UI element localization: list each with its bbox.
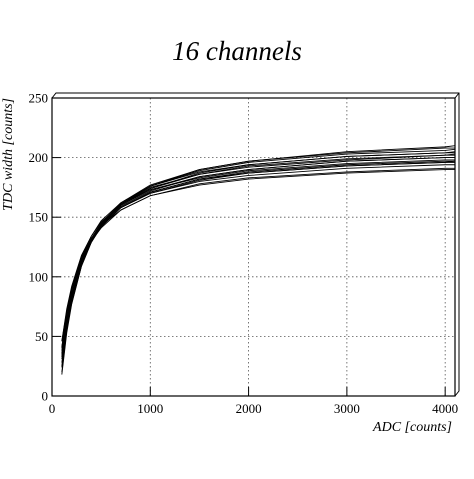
curves — [61, 145, 455, 375]
frame-shadow — [454, 92, 460, 99]
ticks: 0 1000 2000 3000 4000 0 50 100 150 200 250 — [29, 91, 459, 417]
x-tick-label: 2000 — [236, 401, 262, 416]
y-tick-label: 150 — [29, 210, 49, 225]
x-tick-label: 1000 — [137, 401, 163, 416]
curve — [61, 157, 455, 342]
x-tick-label: 4000 — [432, 401, 458, 416]
y-tick-label: 50 — [35, 329, 48, 344]
x-tick-label: 0 — [49, 401, 56, 416]
y-tick-label: 200 — [29, 150, 49, 165]
y-tick-label: 0 — [42, 389, 49, 404]
curve — [61, 160, 455, 373]
x-axis-label: ADC [counts] — [372, 420, 452, 435]
chart-title: 16 channels — [172, 36, 302, 66]
y-tick-label: 100 — [29, 269, 49, 284]
curve — [61, 151, 455, 357]
y-axis-label: TDC width [counts] — [1, 98, 16, 211]
y-tick-label: 250 — [29, 91, 49, 106]
x-tick-label: 3000 — [334, 401, 360, 416]
frame — [51, 97, 456, 397]
